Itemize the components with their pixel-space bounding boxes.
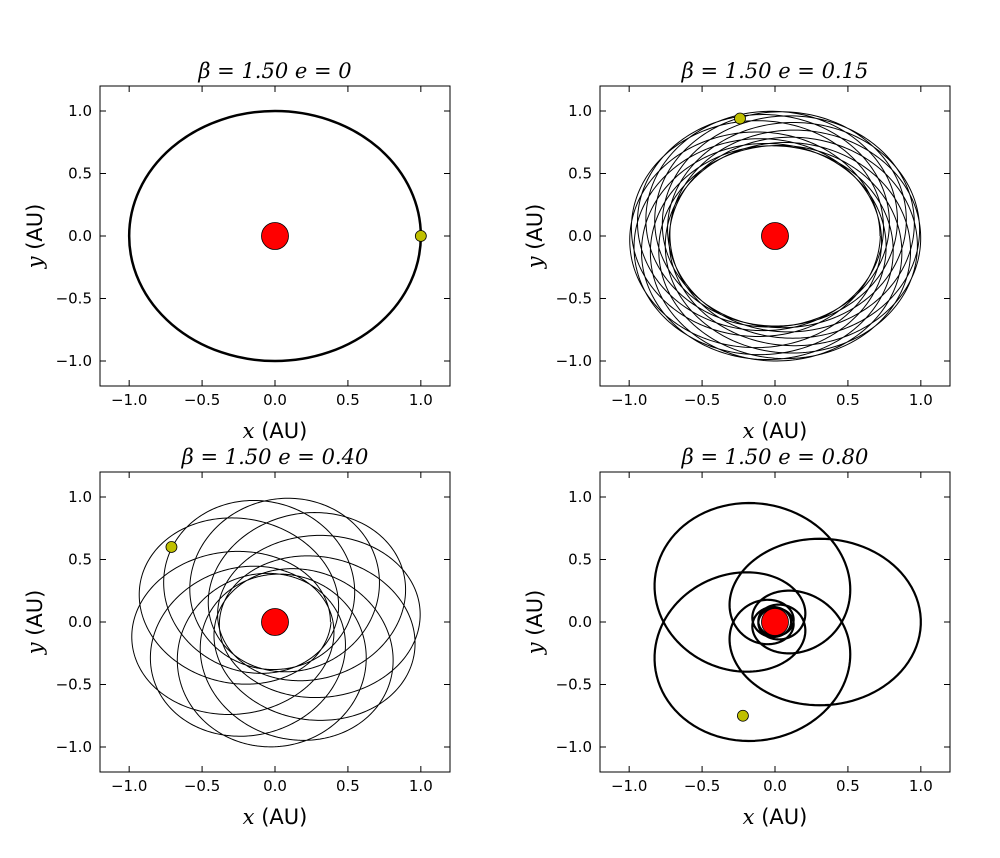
x-tick-label: 1.0 xyxy=(409,777,433,795)
x-tick-label: 0.5 xyxy=(836,391,860,409)
axes-frame xyxy=(99,471,451,773)
x-tick-label: −0.5 xyxy=(684,391,720,409)
x-tick-label: 0.5 xyxy=(336,777,360,795)
y-axis-label: y (AU) xyxy=(23,204,47,270)
star-marker xyxy=(761,222,789,250)
y-tick-label: 0.0 xyxy=(568,227,592,245)
y-tick-label: 1.0 xyxy=(568,102,592,120)
orbit-rosette xyxy=(653,501,922,743)
x-axis-label: x (AU) xyxy=(243,805,308,829)
axes-frame xyxy=(99,85,451,387)
planet-marker xyxy=(737,709,749,722)
y-tick-label: 0.5 xyxy=(68,165,92,183)
x-tick-label: 0.5 xyxy=(336,391,360,409)
planet-marker xyxy=(414,230,427,242)
axes-frame xyxy=(599,85,951,387)
y-tick-label: 0.0 xyxy=(68,613,92,631)
orbit-trail xyxy=(127,109,427,363)
x-tick-label: 0.0 xyxy=(263,777,287,795)
x-tick-label: −1.0 xyxy=(611,777,647,795)
x-tick-label: 1.0 xyxy=(909,391,933,409)
y-tick-label: 1.0 xyxy=(68,102,92,120)
y-tick-label: −0.5 xyxy=(56,676,92,694)
x-axis-label: x (AU) xyxy=(743,805,808,829)
axis-ticks: −1.0 −1.0 −0.5 −0.5 0.0 0.0 0.5 0.5 1.0 1.0 xyxy=(556,472,950,795)
subplot-e-0-15: β = 1.50 e = 0.15 −1.0 −1.0 −0.5 −0.5 0.0 0.0… xyxy=(523,59,951,443)
axis-ticks: −1.0 −1.0 −0.5 −0.5 0.0 0.0 0.5 0.5 1.0 1.0 xyxy=(556,86,950,409)
y-tick-label: −1.0 xyxy=(556,352,592,370)
planet-marker xyxy=(734,112,746,125)
axis-ticks: −1.0 −1.0 −0.5 −0.5 0.0 0.0 0.5 0.5 1.0 1.0 xyxy=(56,86,450,409)
subplot-e-0-80: β = 1.50 e = 0.80 −1.0 −1.0 −0.5 −0.5 0.0 0.0… xyxy=(523,445,951,829)
x-tick-label: 0.0 xyxy=(263,391,287,409)
planet-marker xyxy=(165,541,178,553)
subplot-e-0-40: β = 1.50 e = 0.40 −1.0 −1.0 −0.5 −0.5 0.0 0.0… xyxy=(23,445,451,829)
y-axis-label: y (AU) xyxy=(523,204,547,270)
x-tick-label: 0.0 xyxy=(763,391,787,409)
y-tick-label: −0.5 xyxy=(56,290,92,308)
y-tick-label: −1.0 xyxy=(56,738,92,756)
x-tick-label: 0.0 xyxy=(763,777,787,795)
y-tick-label: −0.5 xyxy=(556,676,592,694)
x-tick-label: −1.0 xyxy=(111,391,147,409)
y-tick-label: 0.0 xyxy=(568,613,592,631)
star-marker xyxy=(261,222,289,250)
subplot-title: β = 1.50 e = 0.80 xyxy=(681,445,869,469)
orbit-trail xyxy=(629,110,922,362)
x-tick-label: 1.0 xyxy=(409,391,433,409)
x-tick-label: −0.5 xyxy=(184,391,220,409)
y-tick-label: 0.5 xyxy=(568,551,592,569)
orbit-precessing xyxy=(629,110,922,362)
star-marker xyxy=(761,608,789,636)
x-axis-label: x (AU) xyxy=(243,419,308,443)
y-tick-label: 0.0 xyxy=(68,227,92,245)
y-tick-label: 1.0 xyxy=(68,488,92,506)
axes-frame xyxy=(599,471,951,773)
x-tick-label: −0.5 xyxy=(684,777,720,795)
x-tick-label: −1.0 xyxy=(611,391,647,409)
y-tick-label: 0.5 xyxy=(568,165,592,183)
x-tick-label: −0.5 xyxy=(184,777,220,795)
x-axis-label: x (AU) xyxy=(743,419,808,443)
x-tick-label: 0.5 xyxy=(836,777,860,795)
orbit-trail xyxy=(131,497,421,748)
y-tick-label: −1.0 xyxy=(56,352,92,370)
x-tick-label: 1.0 xyxy=(909,777,933,795)
y-tick-label: 1.0 xyxy=(568,488,592,506)
y-tick-label: −1.0 xyxy=(556,738,592,756)
subplot-title: β = 1.50 e = 0 xyxy=(197,59,351,83)
orbit-precessing xyxy=(131,497,421,748)
x-tick-label: −1.0 xyxy=(111,777,147,795)
y-tick-label: 0.5 xyxy=(68,551,92,569)
y-axis-label: y (AU) xyxy=(23,590,47,656)
subplot-e-0: β = 1.50 e = 0 −1.0 −1.0 −0.5 −0.5 0.0 0.0 0.5… xyxy=(23,59,451,443)
orbit-trail xyxy=(653,501,922,743)
star-marker xyxy=(261,608,289,636)
subplot-title: β = 1.50 e = 0.40 xyxy=(181,445,369,469)
subplot-title: β = 1.50 e = 0.15 xyxy=(681,59,869,83)
axis-ticks: −1.0 −1.0 −0.5 −0.5 0.0 0.0 0.5 0.5 1.0 1.0 xyxy=(56,472,450,795)
y-tick-label: −0.5 xyxy=(556,290,592,308)
y-axis-label: y (AU) xyxy=(523,590,547,656)
